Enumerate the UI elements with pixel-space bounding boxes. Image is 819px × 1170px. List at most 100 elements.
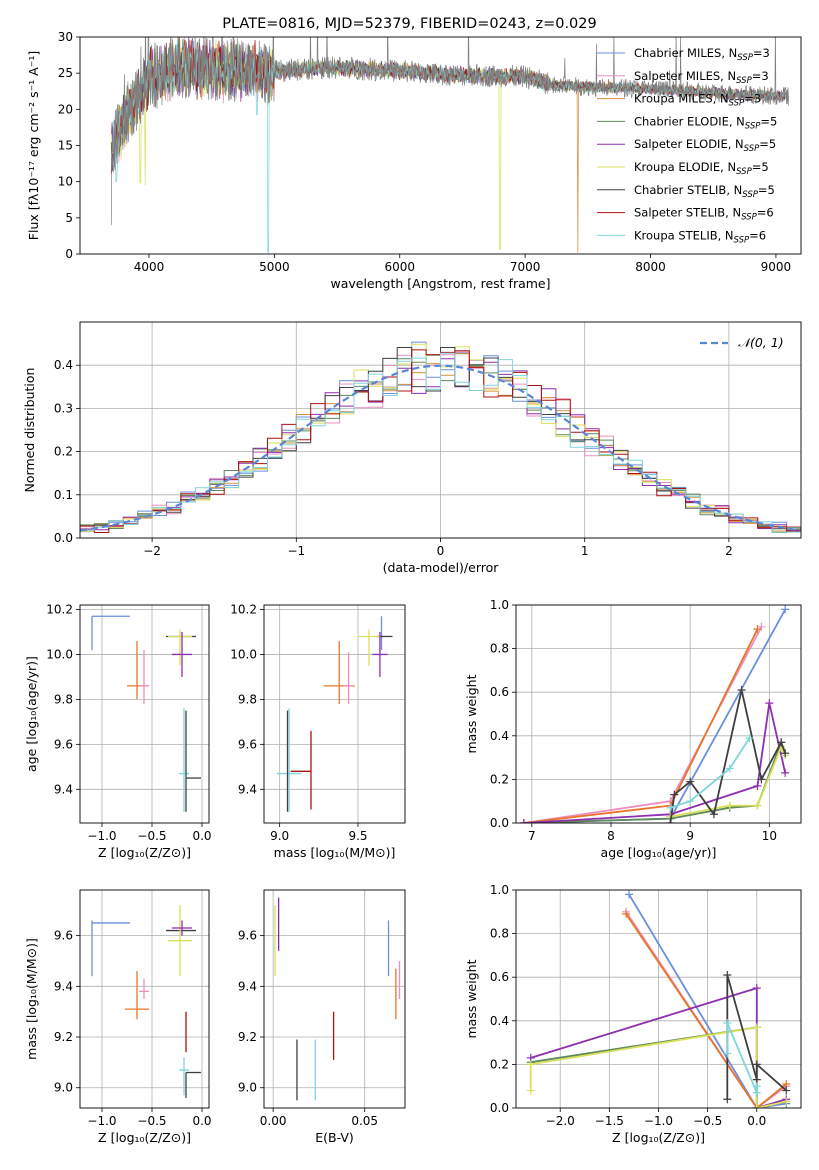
x-axis-label: Z [log₁₀(Z/Z⊙)] bbox=[612, 1130, 705, 1145]
axes-weight_vs_age: 7 8 9 10 0.0 0.2 0.4 0.6 0.8 1.0 age [log₁₀(age/yr… bbox=[464, 598, 802, 860]
weight-series-5 bbox=[526, 1023, 791, 1108]
weight-marker bbox=[686, 777, 695, 786]
legend-entry-1: Salpeter MILES, NSSP=3 bbox=[634, 69, 769, 86]
legend-suffix: =6 bbox=[749, 228, 766, 242]
weight-marker bbox=[777, 738, 786, 747]
x-tick-label: 5000 bbox=[259, 260, 290, 274]
y-axis-label: mass weight bbox=[464, 959, 479, 1038]
legend-entry-0: Chabrier MILES, NSSP=3 bbox=[634, 46, 770, 63]
y-tick-label: 15 bbox=[58, 139, 73, 153]
x-axis-label: (data-model)/error bbox=[383, 560, 500, 575]
legend-entry-7: Salpeter STELIB, NSSP=6 bbox=[634, 206, 774, 223]
legend-name: Kroupa STELIB, N bbox=[634, 228, 734, 242]
legend-suffix: =5 bbox=[759, 137, 776, 151]
errorbar-point-1 bbox=[127, 640, 149, 700]
legend-sub: SSP bbox=[736, 167, 752, 177]
legend-name: Salpeter ELODIE, N bbox=[634, 137, 744, 151]
weight-marker bbox=[723, 1018, 732, 1027]
x-tick-label: 6000 bbox=[384, 260, 415, 274]
plot-area bbox=[274, 897, 401, 1101]
legend-name: Chabrier STELIB, N bbox=[634, 183, 742, 197]
weight-marker bbox=[625, 890, 634, 899]
errorbar-point-7 bbox=[185, 710, 201, 812]
y-axis-label: Flux [fλ10⁻¹⁷ erg cm⁻² s⁻¹ A⁻¹] bbox=[26, 51, 41, 240]
plot-area bbox=[526, 890, 791, 1108]
y-tick-label: 10.2 bbox=[46, 602, 73, 616]
x-tick-label: −1.0 bbox=[87, 829, 116, 843]
weight-marker bbox=[752, 1023, 761, 1032]
weight-marker bbox=[723, 1095, 732, 1104]
weight-marker bbox=[686, 797, 695, 806]
y-tick-label: 9.6 bbox=[54, 737, 73, 751]
weight-marker bbox=[765, 699, 774, 708]
y-tick-label: 9.4 bbox=[238, 979, 257, 993]
weight-marker bbox=[526, 1086, 535, 1095]
x-tick-label: 0.00 bbox=[260, 1114, 287, 1128]
normal-curve bbox=[80, 364, 801, 532]
errorbar-point-2 bbox=[139, 649, 149, 704]
plot-area bbox=[91, 905, 201, 1098]
y-tick-label: 0.6 bbox=[490, 685, 509, 699]
axes-age_vs_mass: 9.0 9.5 9.4 9.6 9.8 10.0 10.2 mass [log₁₀(M/M⊙)… bbox=[230, 602, 406, 860]
y-tick-label: 0.2 bbox=[490, 1057, 509, 1071]
weight-series-7 bbox=[723, 1018, 761, 1097]
legend-sub: SSP bbox=[729, 99, 745, 109]
weight-series-2 bbox=[622, 909, 791, 1108]
weight-marker bbox=[723, 1049, 732, 1058]
legend-sub: SSP bbox=[734, 235, 750, 245]
errorbar-point-6 bbox=[179, 708, 189, 812]
weight-marker bbox=[757, 622, 766, 631]
axes-frame bbox=[79, 889, 210, 1109]
weight-line bbox=[669, 689, 787, 823]
y-tick-label: 10.0 bbox=[230, 647, 257, 661]
legend-name: Salpeter MILES, N bbox=[634, 69, 736, 83]
x-tick-label: 0.0 bbox=[747, 1114, 766, 1128]
weight-series-0 bbox=[519, 605, 790, 823]
weight-line bbox=[670, 737, 751, 809]
x-tick-label: −2 bbox=[143, 544, 161, 558]
y-tick-label: 9.4 bbox=[54, 782, 73, 796]
legend-suffix: =3 bbox=[744, 92, 761, 106]
weight-marker bbox=[753, 781, 762, 790]
axes-age_vs_Z: −1.0 −0.5 0.0 9.4 9.6 9.8 10.0 10.2 Z [log₁₀(Z/Z… bbox=[24, 602, 212, 860]
legend-sub: SSP bbox=[736, 76, 752, 86]
weight-marker bbox=[753, 624, 762, 633]
x-tick-label: −1 bbox=[287, 544, 305, 558]
x-tick-label: 7000 bbox=[510, 260, 541, 274]
x-tick-label: −0.5 bbox=[137, 829, 166, 843]
errorbar-point-1 bbox=[125, 971, 149, 1020]
y-axis-label: mass [log₁₀(M/M⊙)] bbox=[24, 938, 39, 1060]
y-tick-label: 0.3 bbox=[54, 401, 73, 415]
x-axis-label: Z [log₁₀(Z/Z⊙)] bbox=[98, 1130, 191, 1145]
x-tick-label: 0 bbox=[437, 544, 445, 558]
legend-suffix: =3 bbox=[753, 46, 770, 60]
weight-marker bbox=[737, 686, 746, 695]
y-tick-label: 10 bbox=[58, 175, 73, 189]
y-tick-label: 0.0 bbox=[54, 531, 73, 545]
weight-series-6 bbox=[666, 686, 790, 823]
plot-area bbox=[80, 341, 801, 538]
weight-marker bbox=[709, 810, 718, 819]
legend-name: Chabrier MILES, N bbox=[634, 46, 737, 60]
y-tick-label: 9.4 bbox=[54, 979, 73, 993]
y-tick-label: 0.2 bbox=[490, 772, 509, 786]
plot-area bbox=[91, 615, 201, 812]
errorbar-point-8 bbox=[290, 730, 312, 810]
x-tick-label: 9.0 bbox=[270, 829, 289, 843]
y-tick-label: 9.6 bbox=[238, 929, 257, 943]
weight-marker bbox=[666, 803, 675, 812]
legend-suffix: =5 bbox=[752, 160, 769, 174]
x-tick-label: −1.0 bbox=[644, 1114, 673, 1128]
errorbar-point-7 bbox=[179, 1057, 189, 1096]
weight-line bbox=[523, 608, 786, 823]
weight-marker bbox=[782, 1086, 791, 1095]
errorbar-point-5 bbox=[172, 920, 192, 936]
weight-series-3 bbox=[519, 738, 786, 823]
errorbar-point-8 bbox=[185, 1071, 201, 1098]
y-axis-label: age [log₁₀(age/yr)] bbox=[24, 656, 39, 772]
errorbar-point-4 bbox=[358, 629, 380, 666]
axes-frame bbox=[515, 889, 802, 1109]
x-tick-label: 4000 bbox=[134, 260, 165, 274]
weight-marker bbox=[781, 605, 790, 614]
